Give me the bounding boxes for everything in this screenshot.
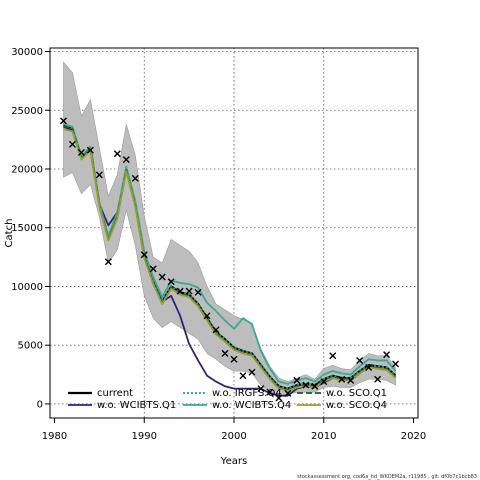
x-tick-label: 2020 <box>401 431 426 442</box>
legend-label: w.o. WCIBTS.Q4 <box>212 400 291 411</box>
legend-entry: w.o. WCIBTS.Q1 <box>68 400 176 411</box>
observed-point <box>365 363 373 371</box>
legend-entry: current <box>68 388 133 399</box>
y-tick-label: 10000 <box>11 282 43 293</box>
observed-point <box>293 376 301 384</box>
observed-point <box>239 372 247 380</box>
x-tick-label: 1990 <box>132 431 157 442</box>
legend-entry: w.o. WCIBTS.Q4 <box>183 400 291 411</box>
observed-point <box>86 146 94 154</box>
observed-point <box>122 156 130 164</box>
observed-point <box>203 312 211 320</box>
y-tick-label: 25000 <box>11 106 43 117</box>
observed-point <box>392 360 400 368</box>
observed-point <box>59 117 67 125</box>
observed-point <box>320 378 328 386</box>
observed-point <box>113 150 121 158</box>
observed-point <box>68 140 76 148</box>
observed-point <box>230 355 238 363</box>
observed-points <box>59 117 400 402</box>
footer-text: stockassessment.org, cod6a_hd_WKDEM2a, r… <box>297 474 477 480</box>
x-axis-label: Years <box>220 456 247 467</box>
legend-entry: w.o. SCO.Q1 <box>297 388 387 399</box>
y-tick-label: 5000 <box>18 341 43 352</box>
observed-point <box>77 149 85 157</box>
observed-point <box>329 352 337 360</box>
x-tick-label: 2010 <box>311 431 336 442</box>
y-tick-label: 0 <box>37 399 43 410</box>
x-tick-label: 1980 <box>42 431 67 442</box>
observed-point <box>140 251 148 259</box>
x-tick-label: 2000 <box>221 431 246 442</box>
observed-point <box>131 174 139 182</box>
y-tick-label: 15000 <box>11 223 43 234</box>
observed-point <box>374 375 382 383</box>
y-axis-label: Catch <box>4 219 15 248</box>
observed-point <box>284 389 292 397</box>
observed-point <box>356 356 364 364</box>
legend-entry: w.o. IRGFS.Q4 <box>183 388 282 399</box>
observed-point <box>311 382 319 390</box>
y-axis: 0 5000 10000 15000 20000 25000 30000 <box>11 47 50 410</box>
legend-entry: w.o. SCO.Q4 <box>297 400 387 411</box>
observed-point <box>95 171 103 179</box>
observed-point <box>338 375 346 383</box>
observed-point <box>185 287 193 295</box>
observed-point <box>383 351 391 359</box>
legend-label: w.o. WCIBTS.Q1 <box>97 400 176 411</box>
legend-label: w.o. SCO.Q1 <box>326 388 387 399</box>
x-axis: 1980 1990 2000 2010 2020 <box>42 418 426 442</box>
series-line-4 <box>63 124 397 391</box>
observed-point <box>176 287 184 295</box>
observed-point <box>266 388 274 396</box>
legend-label: w.o. SCO.Q4 <box>326 400 387 411</box>
observed-point <box>158 273 166 281</box>
legend-label: w.o. IRGFS.Q4 <box>212 388 282 399</box>
observed-point <box>347 376 355 384</box>
y-tick-label: 30000 <box>11 47 43 58</box>
y-tick-label: 20000 <box>11 164 43 175</box>
legend-label: current <box>97 388 133 399</box>
observed-point <box>167 278 175 286</box>
observed-point <box>248 368 256 376</box>
confidence-band <box>63 61 396 395</box>
observed-point <box>194 288 202 296</box>
observed-point <box>275 394 283 402</box>
observed-point <box>104 258 112 266</box>
observed-point <box>302 381 310 389</box>
observed-point <box>149 265 157 273</box>
observed-point <box>257 385 265 393</box>
observed-point <box>221 349 229 357</box>
observed-point <box>212 326 220 334</box>
